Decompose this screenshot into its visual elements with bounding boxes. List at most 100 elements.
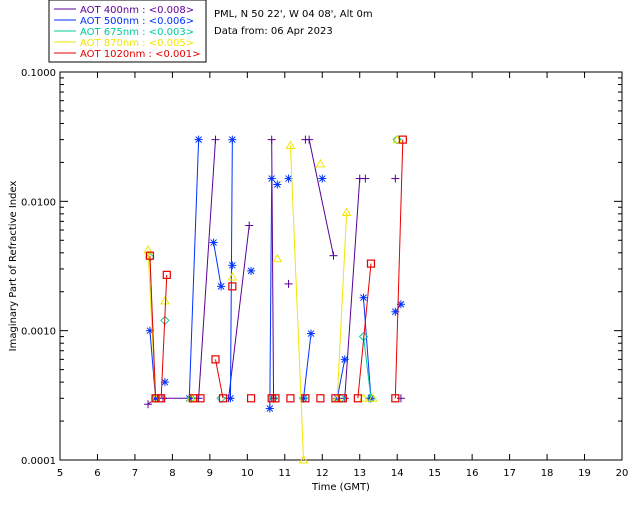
- data-point: [227, 271, 238, 281]
- x-axis-label: Time (GMT): [311, 482, 370, 493]
- series-layer: [143, 134, 407, 464]
- series-line-segment: [289, 145, 305, 461]
- data-point: [284, 279, 293, 288]
- data-point: [315, 158, 326, 168]
- x-tick-label: 19: [578, 468, 591, 479]
- data-point: [286, 394, 295, 403]
- data-point: [367, 393, 378, 402]
- data-point: [272, 253, 283, 263]
- series-line-segment: [213, 242, 222, 287]
- series-line-segment: [188, 139, 200, 399]
- legend-entry-400: AOT 400nm : <0.008>: [54, 5, 194, 16]
- series-line-segment: [160, 274, 168, 399]
- data-point: [157, 394, 166, 403]
- series-line-segment: [362, 297, 372, 399]
- data-point: [398, 135, 407, 144]
- data-point: [396, 394, 405, 403]
- data-point: [338, 394, 347, 403]
- series-line-segment: [214, 359, 224, 399]
- data-point: [194, 135, 203, 144]
- data-point: [366, 259, 376, 268]
- data-point: [316, 394, 325, 403]
- data-point: [218, 394, 228, 403]
- legend-label-675: AOT 675nm : <0.003>: [80, 27, 194, 38]
- y-tick-label: 0.0010: [21, 327, 56, 338]
- data-point: [284, 174, 293, 183]
- data-point: [226, 394, 235, 403]
- data-point: [359, 293, 368, 302]
- data-point: [267, 135, 276, 144]
- data-point: [361, 174, 370, 183]
- x-tick-label: 7: [132, 468, 138, 479]
- data-point: [285, 140, 296, 150]
- data-point: [228, 282, 237, 291]
- data-point: [162, 270, 171, 279]
- legend-label-1020: AOT 1020nm : <0.001>: [80, 49, 200, 60]
- series-0: [144, 135, 405, 409]
- data-point: [143, 245, 153, 254]
- series-line-segment: [336, 212, 348, 399]
- x-tick-label: 5: [57, 468, 63, 479]
- data-point: [209, 238, 218, 247]
- data-point: [366, 393, 376, 403]
- legend-entry-870: AOT 870nm : <0.005>: [54, 38, 194, 49]
- legend: AOT 400nm : <0.008> AOT 500nm : <0.006> …: [48, 0, 207, 63]
- data-point: [217, 282, 226, 291]
- series-line-segment: [336, 359, 346, 399]
- data-point: [246, 394, 256, 403]
- x-tick-label: 18: [541, 468, 554, 479]
- series-line-segment: [357, 263, 372, 399]
- data-point: [340, 355, 349, 364]
- x-tick-label: 6: [94, 468, 100, 479]
- series-line-segment: [149, 255, 157, 399]
- data-point: [211, 355, 220, 364]
- x-axis: 5 6 7 8 9 10 11 12 13 14 15 16 17 18 19 20: [57, 72, 629, 479]
- x-tick-label: 9: [207, 468, 213, 479]
- data-point: [391, 394, 400, 403]
- data-point: [151, 394, 160, 403]
- series-line-segment: [198, 139, 216, 399]
- data-date: Data from: 06 Apr 2023: [214, 26, 333, 37]
- data-point: [305, 135, 314, 144]
- data-point: [196, 394, 205, 403]
- data-point: [298, 454, 309, 464]
- y-tick-label: 0.0001: [21, 456, 56, 467]
- legend-label-870: AOT 870nm : <0.005>: [80, 38, 194, 49]
- data-point: [265, 404, 274, 413]
- data-point: [396, 300, 405, 309]
- series-line-segment: [229, 139, 233, 399]
- series-1: [145, 135, 405, 413]
- data-point: [269, 394, 278, 403]
- data-point: [245, 221, 254, 230]
- series-line-segment: [394, 139, 404, 399]
- data-point: [144, 400, 153, 409]
- station-location: PML, N 50 22', W 04 08', Alt 0m: [214, 9, 373, 20]
- x-tick-label: 20: [616, 468, 629, 479]
- data-point: [247, 266, 256, 275]
- series-line-segment: [362, 336, 372, 399]
- data-point: [228, 261, 237, 270]
- data-point: [228, 135, 237, 144]
- data-point: [301, 394, 310, 403]
- series-line-segment: [228, 225, 250, 399]
- y-axis: 0.0001 0.0010 0.0100 0.1000: [21, 68, 622, 467]
- legend-entry-1020: AOT 1020nm : <0.001>: [54, 49, 200, 60]
- data-point: [329, 251, 338, 260]
- y-tick-label: 0.1000: [21, 68, 56, 79]
- y-axis-label: Imaginary Part of Refractive Index: [8, 181, 19, 352]
- x-tick-label: 10: [241, 468, 254, 479]
- y-tick-label: 0.0100: [21, 197, 56, 208]
- legend-label-500: AOT 500nm : <0.006>: [80, 16, 194, 27]
- x-tick-label: 16: [466, 468, 479, 479]
- data-point: [273, 180, 282, 189]
- data-point: [307, 329, 316, 338]
- x-tick-label: 15: [428, 468, 441, 479]
- x-tick-label: 17: [503, 468, 516, 479]
- series-4: [145, 135, 407, 403]
- data-point: [353, 394, 362, 403]
- series-line-segment: [308, 139, 334, 256]
- data-point: [341, 207, 352, 216]
- data-point: [391, 174, 400, 183]
- data-point: [216, 393, 226, 403]
